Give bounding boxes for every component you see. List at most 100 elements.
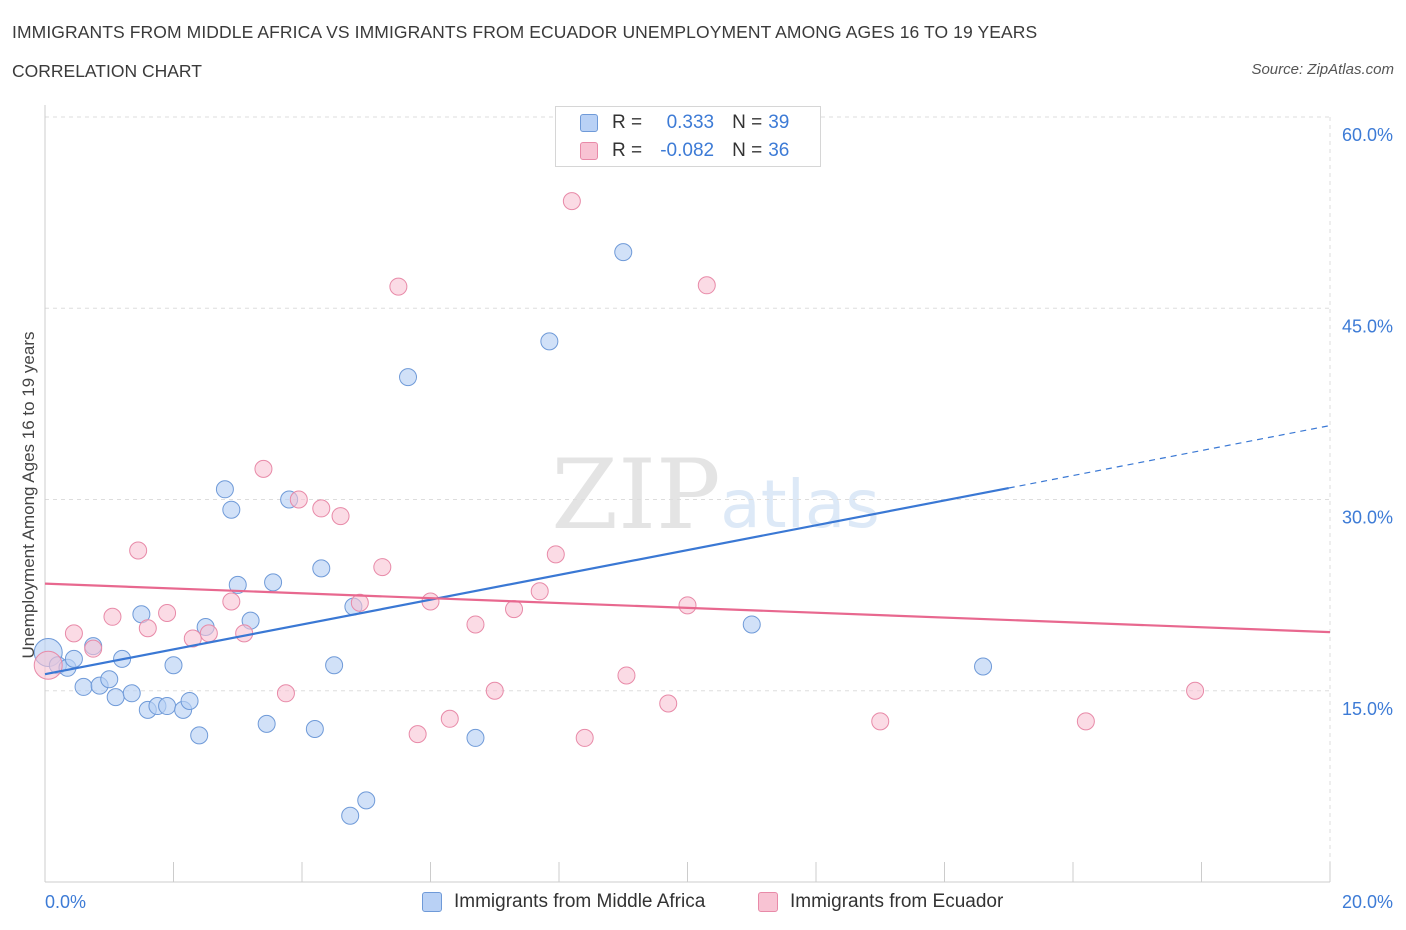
data-point-middle-africa (466, 728, 485, 747)
n-label: N = (732, 112, 763, 133)
data-point-ecuador (1076, 712, 1095, 731)
data-point-ecuador (222, 592, 241, 611)
trendline-ecuador (44, 582, 1331, 634)
r-value: -0.082 (660, 140, 715, 161)
tick-labels: 15.0% 30.0% 45.0% 60.0% 0.0% 20.0% (45, 125, 1393, 912)
data-point-ecuador (575, 728, 594, 747)
data-point-middle-africa (215, 480, 234, 499)
series-ecuador-points (33, 192, 1205, 747)
data-point-ecuador (871, 712, 890, 731)
data-point-ecuador (254, 459, 273, 478)
data-point-ecuador (697, 276, 716, 295)
gridlines (45, 116, 1331, 882)
data-point-ecuador (350, 593, 369, 612)
data-point-ecuador (466, 615, 485, 634)
data-point-middle-africa (164, 656, 183, 675)
legend-label-middle-africa: Immigrants from Middle Africa (454, 891, 706, 912)
data-point-middle-africa (974, 657, 993, 676)
data-point-middle-africa (100, 670, 119, 689)
data-point-ecuador (33, 650, 63, 680)
data-point-ecuador (440, 709, 459, 728)
source-credit: Source: ZipAtlas.com (1251, 61, 1394, 78)
bottom-legend-middle-africa: Immigrants from Middle Africa (422, 890, 705, 914)
data-point-ecuador (158, 603, 177, 622)
data-point-ecuador (235, 624, 254, 643)
trendline-middle-africa-extension (1008, 424, 1331, 489)
data-point-ecuador (103, 607, 122, 626)
y-tick-label: 30.0% (1342, 508, 1393, 528)
data-point-ecuador (199, 624, 218, 643)
data-point-middle-africa (158, 697, 177, 716)
data-point-ecuador (84, 639, 103, 658)
data-point-ecuador (505, 600, 524, 619)
data-point-middle-africa (180, 691, 199, 710)
data-point-ecuador (659, 694, 678, 713)
data-point-ecuador (562, 192, 581, 211)
data-point-ecuador (546, 545, 565, 564)
r-label: R = (612, 112, 643, 133)
axes (44, 105, 1331, 883)
data-point-ecuador (373, 558, 392, 577)
data-point-ecuador (408, 725, 427, 744)
data-point-middle-africa (312, 559, 331, 578)
x-tick-label-min: 0.0% (45, 892, 86, 912)
data-point-middle-africa (257, 714, 276, 733)
data-point-middle-africa (399, 368, 418, 387)
data-point-middle-africa (742, 615, 761, 634)
r-label: R = (612, 140, 643, 161)
data-point-ecuador (1186, 681, 1205, 700)
data-point-middle-africa (305, 720, 324, 738)
y-tick-label: 15.0% (1342, 699, 1393, 719)
data-point-ecuador (129, 541, 148, 560)
data-point-ecuador (389, 277, 408, 296)
stats-legend: R = 0.333 N = 39 R = -0.082 N = 36 (555, 106, 821, 167)
data-point-middle-africa (122, 684, 141, 703)
data-point-middle-africa (614, 243, 633, 262)
bottom-legend-ecuador: Immigrants from Ecuador (758, 890, 1003, 914)
y-axis-label: Unemployment Among Ages 16 to 19 years (19, 332, 38, 659)
data-point-middle-africa (264, 573, 283, 592)
swatch-middle-africa (580, 114, 598, 132)
data-point-ecuador (276, 684, 295, 703)
data-point-ecuador (64, 624, 83, 643)
legend-label-ecuador: Immigrants from Ecuador (790, 891, 1004, 912)
data-point-ecuador (138, 619, 157, 638)
data-point-middle-africa (341, 806, 360, 825)
data-point-middle-africa (222, 500, 241, 519)
data-point-ecuador (678, 596, 697, 615)
watermark-zip: ZIP (551, 439, 720, 551)
r-value: 0.333 (666, 112, 715, 133)
n-value: 36 (768, 140, 790, 161)
data-point-middle-africa (64, 649, 83, 668)
swatch-middle-africa (422, 892, 442, 912)
y-tick-label: 60.0% (1342, 125, 1393, 145)
data-point-middle-africa (228, 575, 247, 594)
data-point-middle-africa (190, 726, 209, 745)
data-point-ecuador (183, 629, 202, 648)
chart-subtitle: CORRELATION CHART (12, 61, 202, 81)
watermark: ZIP atlas (551, 439, 879, 551)
n-label: N = (732, 140, 763, 161)
data-point-middle-africa (74, 677, 93, 696)
swatch-ecuador (758, 892, 778, 912)
data-point-middle-africa (540, 332, 559, 351)
trendline-middle-africa (44, 486, 1009, 676)
data-point-middle-africa (357, 791, 376, 810)
trend-lines (44, 424, 1331, 676)
y-tick-label: 45.0% (1342, 316, 1393, 336)
data-point-ecuador (485, 681, 504, 700)
watermark-atlas: atlas (720, 466, 880, 543)
data-point-ecuador (331, 507, 350, 526)
data-point-middle-africa (106, 688, 125, 707)
data-point-ecuador (617, 666, 636, 685)
data-point-ecuador (289, 490, 308, 509)
swatch-ecuador (580, 142, 598, 160)
chart-title: IMMIGRANTS FROM MIDDLE AFRICA VS IMMIGRA… (12, 22, 1038, 42)
data-point-middle-africa (325, 656, 344, 675)
data-point-ecuador (312, 499, 331, 518)
x-tick-label-max: 20.0% (1342, 892, 1393, 912)
legend-row-middle-africa: R = 0.333 N = 39 (580, 111, 789, 135)
legend-row-ecuador: R = -0.082 N = 36 (580, 139, 789, 163)
n-value: 39 (768, 112, 790, 133)
data-point-ecuador (530, 582, 549, 601)
